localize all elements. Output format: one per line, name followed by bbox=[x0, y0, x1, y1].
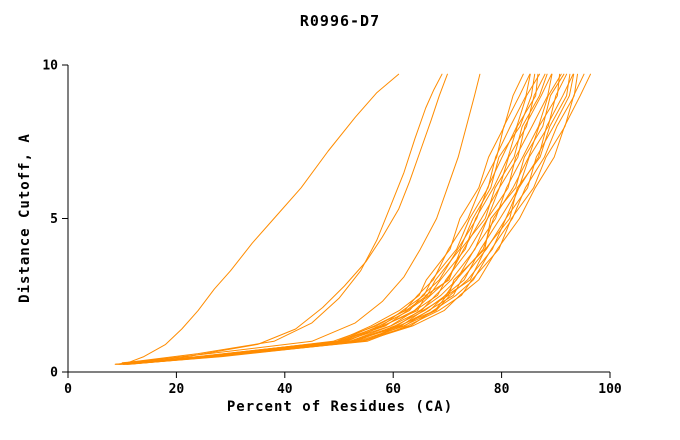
chart-title: R0996-D7 bbox=[299, 12, 381, 30]
model-curve bbox=[115, 73, 540, 365]
model-curve bbox=[122, 73, 546, 365]
ticks: 0 20 40 60 80 100 0 5 10 bbox=[42, 59, 622, 398]
model-curve bbox=[122, 73, 568, 365]
y-tick-label: 0 bbox=[50, 366, 58, 381]
model-curve bbox=[117, 73, 524, 365]
model-curve bbox=[124, 73, 443, 364]
model-curves bbox=[114, 73, 591, 365]
y-tick-label: 5 bbox=[50, 212, 58, 227]
model-curve bbox=[126, 73, 578, 365]
model-curve bbox=[126, 73, 571, 365]
model-curve bbox=[114, 73, 531, 365]
model-curve bbox=[116, 73, 536, 365]
model-curve bbox=[120, 73, 548, 365]
x-tick-label: 40 bbox=[277, 382, 293, 397]
y-tick-label: 10 bbox=[42, 59, 58, 74]
model-curve bbox=[127, 73, 574, 365]
x-tick-label: 80 bbox=[494, 382, 510, 397]
model-curve bbox=[118, 73, 539, 365]
model-curve bbox=[123, 73, 575, 365]
x-tick-label: 100 bbox=[598, 382, 622, 397]
model-curve bbox=[122, 73, 553, 365]
model-curve bbox=[118, 73, 552, 365]
model-curve bbox=[127, 73, 400, 364]
x-tick-label: 0 bbox=[64, 382, 72, 397]
model-curve bbox=[125, 73, 565, 365]
model-curve bbox=[126, 73, 591, 365]
model-curve bbox=[121, 73, 448, 364]
x-tick-label: 20 bbox=[169, 382, 185, 397]
x-tick-label: 60 bbox=[385, 382, 401, 397]
model-curve bbox=[127, 73, 481, 364]
axes bbox=[67, 65, 610, 373]
model-curve bbox=[129, 73, 585, 365]
x-axis-label: Percent of Residues (CA) bbox=[226, 399, 454, 415]
model-curve bbox=[119, 73, 562, 365]
